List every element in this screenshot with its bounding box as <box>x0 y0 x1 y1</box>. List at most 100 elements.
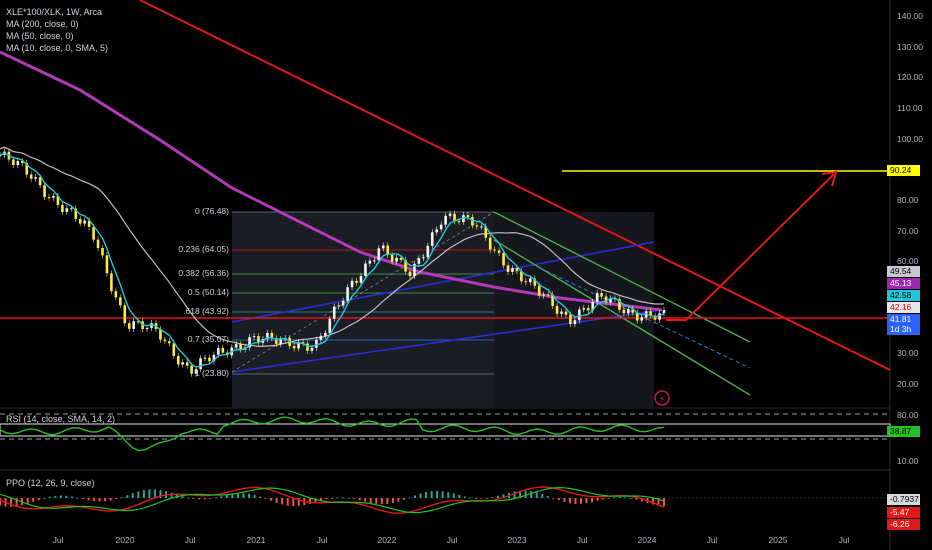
candle-body <box>586 308 590 311</box>
candle-body <box>78 218 82 224</box>
price-tag: 49.54 <box>887 266 920 277</box>
ppo-hist-bar <box>76 497 79 499</box>
ppo-hist-bar <box>596 498 599 501</box>
fib-zone <box>232 212 494 408</box>
candle-body <box>163 339 167 342</box>
time-tick: Jul <box>706 535 718 545</box>
ppo-legend[interactable]: PPO (12, 26, 9, close) <box>6 478 95 488</box>
ppo-hist-bar <box>231 493 234 498</box>
ppo-hist-bar <box>331 498 333 499</box>
ppo-hist-bar <box>485 498 488 499</box>
ppo-hist-bar <box>65 495 68 498</box>
candle-body <box>631 308 635 313</box>
fib-level-label: 1 (23.80) <box>194 368 229 378</box>
ppo-hist-bar <box>15 498 18 507</box>
candle-body <box>622 309 626 314</box>
ppo-hist-bar <box>270 498 273 501</box>
ppo-hist-bar <box>502 494 505 498</box>
ppo-hist-bar <box>275 498 278 503</box>
price-candles <box>0 148 666 377</box>
candle-body <box>172 343 176 356</box>
time-tick: Jul <box>52 535 64 545</box>
candle-body <box>604 296 608 303</box>
candle-body <box>274 338 278 344</box>
ppo-hist-bar <box>607 498 610 499</box>
ppo-hist-bar <box>391 498 394 504</box>
ma50-legend[interactable]: MA (50, close, 0) <box>6 31 74 41</box>
candle-body <box>25 163 29 175</box>
price-tick: 30.00 <box>897 348 919 359</box>
candle-body <box>479 226 483 228</box>
price-tick: 20.00 <box>897 379 919 389</box>
candle-body <box>386 245 390 255</box>
time-tick: Jul <box>446 535 458 545</box>
candle-body <box>168 341 171 344</box>
candle-body <box>453 213 456 222</box>
candle-body <box>190 365 193 374</box>
ma200-legend[interactable]: MA (200, close, 0) <box>6 19 79 29</box>
candle-body <box>301 342 305 344</box>
ppo-hist-bar <box>452 493 455 498</box>
candle-body <box>234 344 238 348</box>
candle-body <box>520 271 523 282</box>
price-tick: 80.00 <box>897 194 919 205</box>
candle-body <box>12 159 15 166</box>
ppo-hist-bar <box>342 497 345 499</box>
ppo-hist-bar <box>386 498 389 504</box>
candle-body <box>324 332 327 336</box>
candle-body <box>506 265 510 272</box>
rsi-legend[interactable]: RSI (14, close, SMA, 14, 2) <box>6 414 116 424</box>
candle-body <box>560 311 563 314</box>
candle-body <box>417 258 421 264</box>
candle-body <box>96 239 100 249</box>
candle-body <box>609 298 612 303</box>
ppo-hist-bar <box>286 498 289 506</box>
candle-body <box>422 257 425 259</box>
time-tick: Jul <box>316 535 328 545</box>
candle-body <box>555 305 559 314</box>
ppo-hist-bar <box>0 498 1 506</box>
candle-body <box>640 317 644 321</box>
ppo-hist-bar <box>159 489 162 498</box>
channel-mid <box>539 267 751 369</box>
ppo-hist-bar <box>441 491 444 498</box>
ppo-hist-bar <box>214 497 217 499</box>
candle-body <box>16 161 20 166</box>
candle-body <box>448 213 452 216</box>
time-tick: Jul <box>184 535 196 545</box>
candle-body <box>600 293 603 297</box>
ppo-hist-bar <box>170 492 173 498</box>
ppo-hist-bar <box>414 495 416 498</box>
candle-body <box>132 321 135 329</box>
ppo-hist-bar <box>458 494 461 498</box>
ppo-hist-bar <box>519 490 522 498</box>
ppo-hist-bar <box>402 498 405 500</box>
candle-body <box>435 229 439 233</box>
candle-body <box>212 354 216 362</box>
ppo-hist-bar <box>635 498 638 500</box>
ma10-legend[interactable]: MA (10, close, 0, SMA, 5) <box>6 43 109 53</box>
ppo-value-tag: -0.7937 <box>887 494 920 505</box>
price-tag: 42.16 <box>887 302 920 313</box>
ppo-hist-bar <box>253 494 256 498</box>
candle-body <box>515 268 519 272</box>
rsi-tick-80: 80.00 <box>897 410 919 420</box>
ppo-hist-bar <box>10 498 13 507</box>
candle-body <box>252 336 256 338</box>
time-tick: Jul <box>576 535 588 545</box>
price-tick: 140.00 <box>897 10 923 21</box>
candle-body <box>266 332 269 340</box>
candle-body <box>408 271 412 277</box>
candle-body <box>208 357 211 362</box>
ppo-hist-tag: -6.26 <box>887 519 920 530</box>
ppo-hist-bar <box>375 498 378 504</box>
candle-body <box>65 208 69 213</box>
candle-body <box>475 225 479 227</box>
ppo-hist-bar <box>109 498 112 501</box>
time-tick: 2022 <box>377 535 397 545</box>
ppo-hist-bar <box>137 491 140 498</box>
candle-body <box>181 362 185 365</box>
ppo-hist-bar <box>663 498 665 507</box>
ppo-hist-bar <box>369 498 372 503</box>
